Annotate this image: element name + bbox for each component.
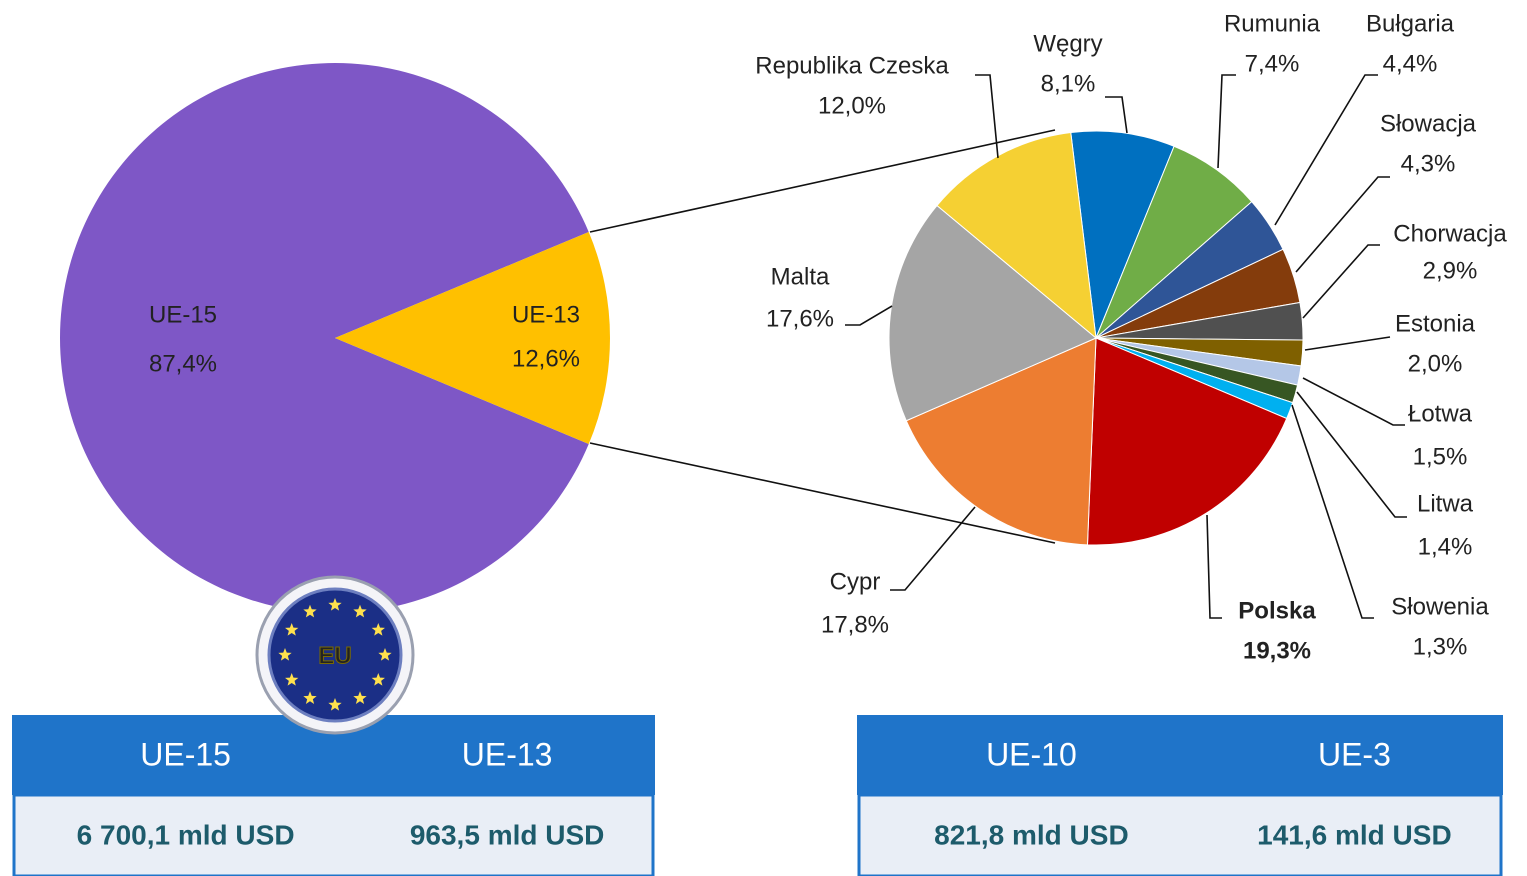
- slice-value-label: 4,3%: [1401, 150, 1456, 177]
- pie-slice: [335, 231, 610, 445]
- pie-slice: [1095, 145, 1253, 339]
- slice-label: Węgry: [1033, 30, 1102, 57]
- slice-label: UE-15: [149, 301, 217, 328]
- leader-line: [975, 74, 999, 159]
- pie-slice: [59, 63, 589, 613]
- badge: [267, 587, 403, 723]
- slice-value-label: 1,3%: [1413, 633, 1468, 660]
- slice-value-label: 17,8%: [821, 611, 889, 638]
- slice-value-label: 12,0%: [818, 92, 886, 119]
- slice-value-label: 1,5%: [1413, 443, 1468, 470]
- table-header-cell: UE-3: [1318, 736, 1391, 772]
- slice-label: Litwa: [1417, 490, 1474, 517]
- table-header-cell: UE-15: [140, 736, 231, 772]
- table-header: [857, 715, 1503, 795]
- slice-value-label: 2,9%: [1423, 257, 1478, 284]
- badge-star: [371, 623, 385, 636]
- slice-label: Słowacja: [1380, 110, 1477, 137]
- connector: [589, 129, 1056, 233]
- badge-star: [378, 648, 392, 661]
- leader-line: [1304, 336, 1391, 351]
- badge-star: [371, 673, 385, 686]
- slice-label: Polska: [1238, 597, 1316, 624]
- badge-star: [303, 604, 317, 618]
- table-header-cell: UE-10: [986, 736, 1077, 772]
- slice-value-label: 2,0%: [1408, 350, 1463, 377]
- slice-value-label: 7,4%: [1245, 50, 1300, 77]
- badge-star: [353, 691, 367, 704]
- table-cell: 141,6 mld USD: [1257, 819, 1452, 850]
- leader-line: [1291, 404, 1374, 619]
- leader-line: [1296, 391, 1407, 518]
- pie: [59, 63, 610, 613]
- slice-value-label: 17,6%: [766, 305, 834, 332]
- slice-label: Chorwacja: [1393, 220, 1507, 247]
- leader-line: [1302, 377, 1405, 426]
- pie-slice: [888, 204, 1097, 422]
- badge-star: [328, 598, 342, 611]
- table-cell: 6 700,1 mld USD: [77, 819, 295, 850]
- badge-star: [278, 648, 292, 661]
- slice-label: UE-13: [512, 301, 580, 328]
- slice-value-label: 12,6%: [512, 345, 580, 372]
- slice-value-label: 87,4%: [149, 350, 217, 377]
- slice-label: Słowenia: [1391, 593, 1489, 620]
- slice-label: Cypr: [830, 568, 881, 595]
- pie-slice: [936, 131, 1097, 340]
- slice-value-label: 19,3%: [1243, 637, 1311, 664]
- table-cell: 963,5 mld USD: [410, 819, 605, 850]
- badge-star: [285, 623, 299, 636]
- slice-label: Malta: [771, 263, 830, 290]
- leader-line: [890, 506, 976, 591]
- pie-slice: [905, 337, 1097, 546]
- slice-label: Łotwa: [1408, 400, 1473, 427]
- slice-value-label: 4,4%: [1383, 50, 1438, 77]
- slice-label: Republika Czeska: [755, 52, 949, 79]
- table-cell: 821,8 mld USD: [934, 819, 1129, 850]
- pie: [888, 130, 1304, 546]
- leader-line: [1206, 514, 1222, 619]
- slice-value-label: 1,4%: [1418, 533, 1473, 560]
- leader-line: [845, 305, 893, 326]
- leader-line: [1217, 74, 1236, 169]
- pie-slice: [1086, 337, 1288, 546]
- table-row: [12, 793, 655, 876]
- slice-label: Estonia: [1395, 310, 1476, 337]
- badge-star: [328, 698, 342, 711]
- slice-label: Rumunia: [1224, 10, 1321, 37]
- leader-line: [1302, 244, 1380, 319]
- slice-value-label: 8,1%: [1041, 70, 1096, 97]
- badge-star: [285, 673, 299, 686]
- pie-slice: [1070, 130, 1175, 340]
- leader-line: [1105, 96, 1128, 134]
- leader-line: [1295, 176, 1390, 273]
- table-row: [857, 793, 1503, 876]
- leader-line: [1274, 74, 1378, 226]
- slice-label: Bułgaria: [1366, 10, 1455, 37]
- connector: [589, 442, 1056, 544]
- badge-star: [303, 691, 317, 704]
- badge-text: EU: [318, 642, 351, 669]
- badge-star: [353, 604, 367, 618]
- table-header-cell: UE-13: [462, 736, 553, 772]
